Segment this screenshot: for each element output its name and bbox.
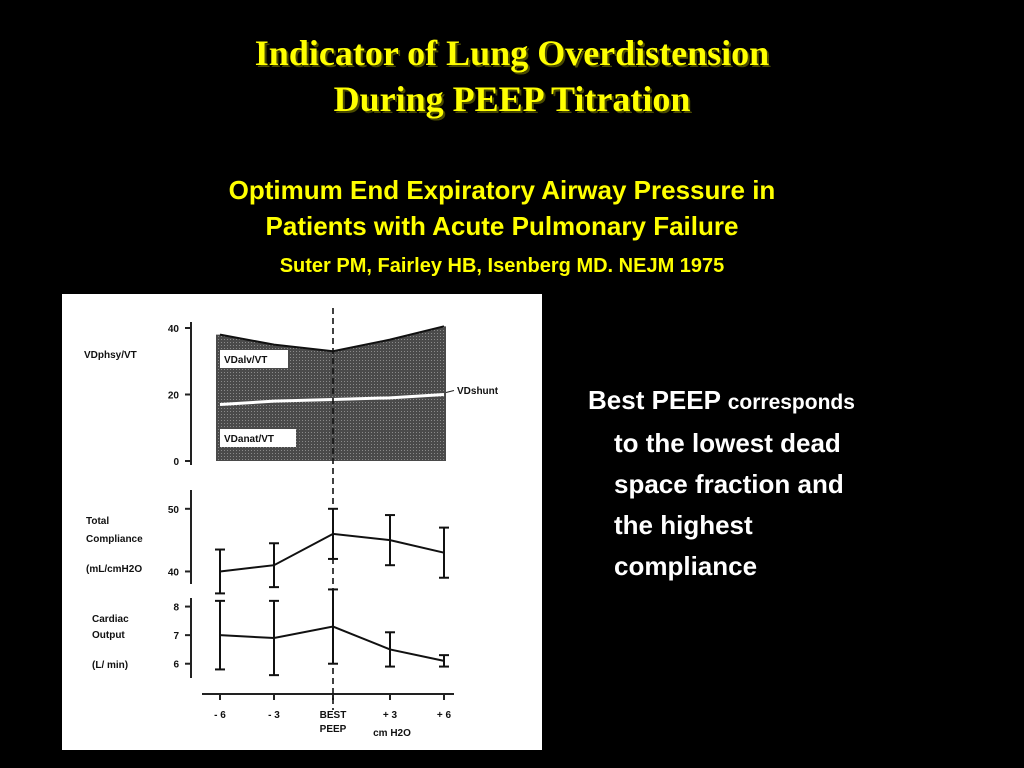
body-line-1: Best PEEP corresponds: [588, 380, 988, 423]
title-line-2: During PEEP Titration: [333, 79, 691, 119]
panel3-y-tick-label: 7: [173, 631, 179, 642]
body-line-4: the highest: [614, 510, 753, 540]
body-lead: Best PEEP: [588, 385, 721, 415]
x-axis-unit: cm H2O: [373, 728, 411, 739]
body-line-5: compliance: [614, 551, 758, 581]
panel3-y-label: (L/ min): [92, 660, 128, 671]
slide-title: Indicator of Lung Overdistension During …: [0, 30, 1024, 122]
panel3-y-tick-label: 8: [173, 603, 179, 614]
x-tick-label: BEST: [320, 710, 347, 721]
figure-panel: 40 20 0 VDphsy/VT VDalv/VT VDanat/VT VDshunt 50…: [62, 294, 542, 750]
panel2-y-label: Compliance: [86, 534, 143, 545]
panel1-y-label: VDphsy/VT: [84, 350, 137, 361]
panel2-y-label: (mL/cmH2O: [86, 564, 142, 575]
body-line-3: space fraction and: [614, 469, 844, 499]
vdalv-label-box: [220, 350, 288, 368]
panel3-y-label: Output: [92, 630, 125, 641]
body-lead-small: corresponds: [727, 391, 855, 414]
body-text: Best PEEP corresponds to the lowest dead…: [588, 380, 988, 587]
panel1-y-tick-label: 40: [168, 324, 180, 335]
x-tick-label: - 6: [214, 710, 226, 721]
panel1-y-tick-label: 20: [168, 391, 180, 402]
panel3-y-tick-label: 6: [173, 660, 179, 671]
panel2-y-tick-label: 40: [168, 567, 180, 578]
area-vdanat: [216, 394, 446, 461]
panel2-y-label: Total: [86, 516, 109, 527]
panel1-y-tick-label: 0: [173, 457, 179, 468]
vdshunt-pointer: [445, 390, 455, 393]
x-tick-label: + 3: [383, 710, 398, 721]
x-tick-label: + 6: [437, 710, 452, 721]
title-line-1: Indicator of Lung Overdistension: [254, 33, 770, 73]
paper-title-line-1: Optimum End Expiratory Airway Pressure i…: [228, 175, 776, 205]
area-vdalv: [216, 326, 446, 405]
panel2-y-tick-label: 50: [168, 505, 180, 516]
vdanat-label: VDanat/VT: [224, 434, 274, 445]
panel3-y-label: Cardiac: [92, 614, 129, 625]
figure-chart: 40 20 0 VDphsy/VT VDalv/VT VDanat/VT VDshunt 50…: [84, 308, 499, 739]
vdshunt-label: VDshunt: [457, 386, 499, 397]
x-tick-label: - 3: [268, 710, 280, 721]
paper-title-line-2: Patients with Acute Pulmonary Failure: [265, 211, 739, 241]
citation: Suter PM, Fairley HB, Isenberg MD. NEJM …: [279, 255, 725, 277]
x-tick-sub-label: PEEP: [320, 724, 347, 735]
vdalv-label: VDalv/VT: [224, 355, 267, 366]
body-line-2: to the lowest dead: [614, 428, 841, 458]
paper-title: Optimum End Expiratory Airway Pressure i…: [0, 172, 1004, 244]
vdanat-label-box: [220, 429, 296, 447]
